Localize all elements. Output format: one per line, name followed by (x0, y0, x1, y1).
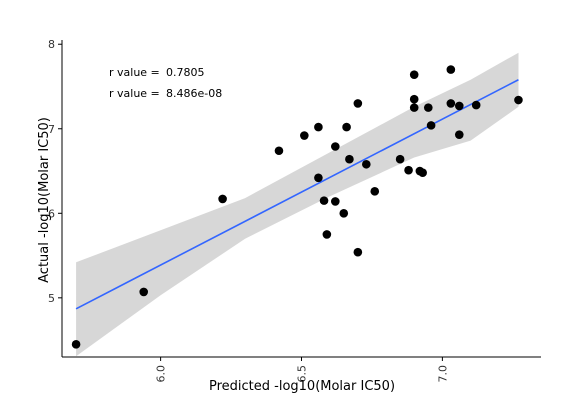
x-tick-label: 6.0 (155, 365, 168, 383)
data-point (409, 70, 419, 79)
data-point (409, 94, 419, 104)
confidence-band (76, 52, 519, 357)
annotation-r-label-2: r value = (109, 87, 160, 100)
data-point (418, 168, 427, 178)
data-point (362, 159, 371, 169)
data-point (446, 65, 456, 74)
confidence-band-layer (76, 52, 519, 357)
axes-layer: 5 6 7 8 6.0 6.5 7.0 (48, 38, 541, 383)
data-point (339, 208, 349, 218)
data-point (331, 197, 340, 206)
data-point (404, 165, 413, 175)
y-tick-label: 5 (48, 292, 55, 305)
x-axis-title: Predicted -log10(Molar IC50) (209, 379, 395, 394)
data-point (345, 154, 354, 164)
data-point (71, 340, 81, 349)
data-point (446, 99, 456, 108)
data-point (314, 122, 323, 132)
data-point (331, 142, 340, 151)
data-point (353, 99, 363, 108)
data-point (471, 100, 481, 110)
y-tick-label: 6 (48, 207, 55, 220)
regression-line (75, 79, 519, 310)
data-point (426, 121, 436, 130)
data-point (139, 287, 149, 297)
y-tick-label: 7 (48, 123, 55, 136)
fit-line-layer (75, 79, 519, 310)
data-point (454, 130, 464, 139)
y-axis-title: Actual -log10(Molar IC50) (37, 117, 52, 283)
data-point (274, 146, 284, 156)
x-tick-label: 7.0 (436, 365, 449, 383)
data-point (353, 247, 363, 257)
data-point (395, 154, 405, 164)
data-point (423, 103, 433, 112)
annotation-r-label-1: r value = (109, 66, 160, 79)
annotation-r-value-1: 0.7805 (166, 66, 205, 79)
annotation-r-value-2: 8.486e-08 (166, 87, 222, 100)
data-point (218, 194, 227, 204)
x-tick-label: 6.5 (296, 365, 309, 383)
data-point (409, 103, 419, 112)
data-point (514, 95, 523, 105)
data-point (454, 101, 464, 111)
data-point (322, 230, 332, 239)
data-point (342, 122, 351, 132)
data-point (314, 173, 323, 183)
data-point (370, 187, 380, 196)
data-point (300, 131, 309, 140)
y-tick-label: 8 (48, 38, 55, 51)
data-points-layer (71, 65, 523, 349)
data-point (319, 196, 329, 205)
